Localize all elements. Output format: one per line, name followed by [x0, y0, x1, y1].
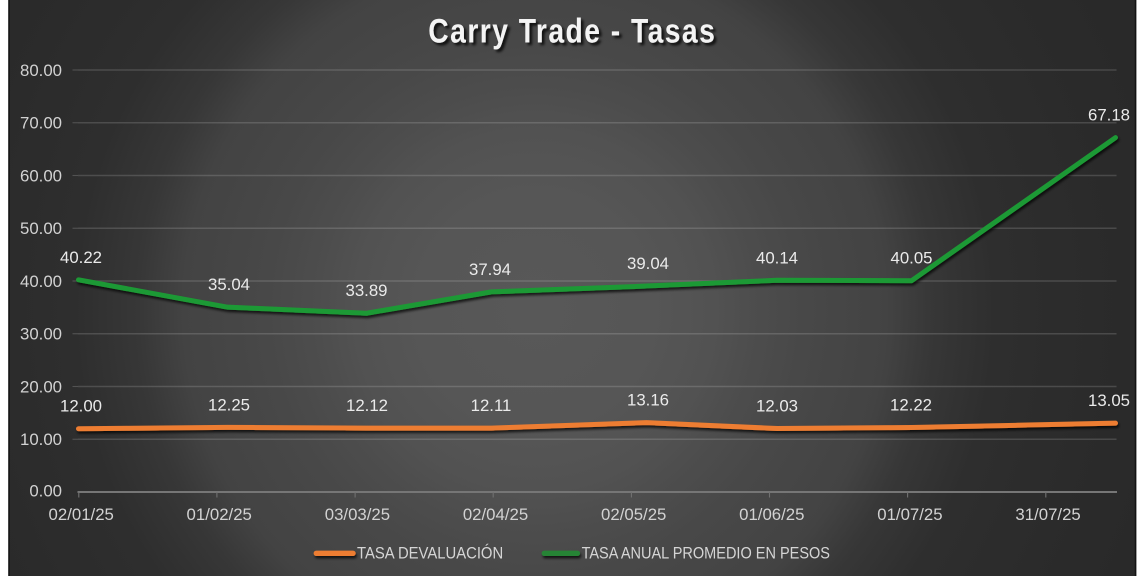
svg-text:01/02/25: 01/02/25	[187, 505, 252, 524]
svg-text:TASA ANUAL PROMEDIO EN PESOS: TASA ANUAL PROMEDIO EN PESOS	[582, 545, 830, 563]
svg-text:Carry Trade - Tasas: Carry Trade - Tasas	[428, 12, 716, 50]
svg-text:12.22: 12.22	[890, 396, 932, 415]
svg-text:02/05/25: 02/05/25	[601, 505, 666, 524]
svg-text:33.89: 33.89	[346, 281, 388, 300]
svg-text:TASA DEVALUACIÓN: TASA DEVALUACIÓN	[357, 544, 503, 563]
svg-text:40.14: 40.14	[756, 248, 798, 267]
svg-text:12.12: 12.12	[346, 396, 388, 415]
svg-text:40.00: 40.00	[20, 272, 62, 291]
svg-text:02/04/25: 02/04/25	[463, 505, 528, 524]
svg-text:10.00: 10.00	[20, 430, 62, 449]
svg-text:12.03: 12.03	[756, 397, 798, 416]
svg-text:31/07/25: 31/07/25	[1015, 505, 1080, 524]
svg-text:01/07/25: 01/07/25	[877, 505, 942, 524]
svg-text:60.00: 60.00	[20, 166, 62, 185]
svg-text:13.05: 13.05	[1088, 391, 1130, 410]
svg-text:80.00: 80.00	[20, 61, 62, 80]
svg-text:03/03/25: 03/03/25	[325, 505, 390, 524]
svg-text:35.04: 35.04	[208, 275, 250, 294]
svg-text:40.05: 40.05	[891, 249, 933, 268]
svg-text:30.00: 30.00	[20, 325, 62, 344]
svg-text:70.00: 70.00	[20, 114, 62, 133]
svg-text:40.22: 40.22	[60, 248, 102, 267]
svg-text:02/01/25: 02/01/25	[49, 505, 114, 524]
svg-text:12.11: 12.11	[471, 396, 512, 415]
svg-text:01/06/25: 01/06/25	[739, 505, 804, 524]
svg-text:39.04: 39.04	[627, 254, 669, 273]
svg-text:13.16: 13.16	[627, 391, 669, 410]
svg-text:12.25: 12.25	[208, 395, 250, 414]
svg-text:37.94: 37.94	[469, 260, 511, 279]
svg-text:67.18: 67.18	[1088, 106, 1130, 125]
svg-text:12.00: 12.00	[60, 397, 102, 416]
svg-text:20.00: 20.00	[20, 377, 62, 396]
svg-text:50.00: 50.00	[20, 219, 62, 238]
svg-text:0.00: 0.00	[29, 481, 62, 500]
